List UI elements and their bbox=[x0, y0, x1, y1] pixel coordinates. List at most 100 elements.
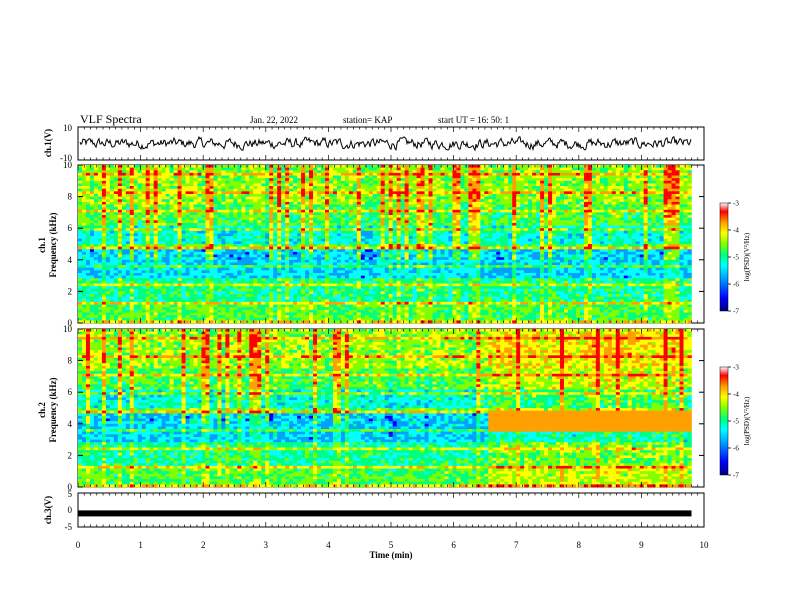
spectrogram-cell bbox=[193, 217, 198, 221]
spectrogram-cell bbox=[364, 291, 370, 295]
spectrogram-cell bbox=[293, 209, 298, 213]
spectrogram-cell bbox=[392, 212, 397, 216]
spectrogram-cell bbox=[277, 307, 282, 311]
spectrogram-cell bbox=[277, 201, 282, 205]
spectrogram-cell bbox=[253, 304, 258, 308]
spectrogram-cell bbox=[245, 312, 250, 316]
spectrogram-cell bbox=[145, 301, 150, 305]
spectrogram-cell bbox=[89, 230, 95, 234]
spectrogram-cell bbox=[305, 272, 310, 276]
spectrogram-cell bbox=[257, 280, 262, 284]
spectrogram-cell bbox=[209, 309, 214, 313]
spectrogram-cell bbox=[364, 320, 370, 324]
spectrogram-cell bbox=[137, 183, 143, 187]
spectrogram-cell bbox=[85, 312, 91, 316]
spectrogram-cell bbox=[85, 267, 91, 271]
spectrogram-cell bbox=[109, 244, 115, 247]
spectrogram-cell bbox=[297, 201, 302, 205]
spectrogram-cell bbox=[281, 180, 286, 184]
spectrogram-cell bbox=[356, 283, 362, 287]
spectrogram-cell bbox=[245, 278, 250, 282]
spectrogram-cell bbox=[141, 270, 147, 274]
spectrogram-cell bbox=[89, 249, 95, 253]
spectrogram-cell bbox=[81, 251, 87, 255]
spectrogram-cell bbox=[380, 212, 386, 216]
spectrogram-cell bbox=[225, 180, 230, 184]
spectrogram-cell bbox=[384, 241, 390, 245]
spectrogram-cell bbox=[121, 286, 127, 290]
spectrogram-cell bbox=[93, 233, 99, 237]
spectrogram-cell bbox=[221, 262, 226, 266]
spectrogram-cell bbox=[121, 312, 127, 316]
spectrogram-cell bbox=[157, 249, 162, 253]
spectrogram-cell bbox=[133, 236, 139, 240]
spectrogram-cell bbox=[277, 288, 282, 292]
spectrogram-cell bbox=[340, 301, 346, 305]
spectrogram-cell bbox=[149, 272, 154, 276]
spectrogram-cell bbox=[372, 312, 378, 316]
spectrogram-cell bbox=[145, 225, 150, 229]
spectrogram-cell bbox=[181, 283, 186, 287]
spectrogram-cell bbox=[241, 201, 246, 205]
spectrogram-cell bbox=[93, 315, 99, 319]
spectrogram-cell bbox=[285, 288, 290, 292]
spectrogram-cell bbox=[309, 288, 314, 292]
spectrogram-cell bbox=[265, 280, 270, 284]
spectrogram-cell bbox=[113, 183, 119, 187]
spectrogram-cell bbox=[81, 309, 87, 313]
spectrogram-cell bbox=[336, 199, 342, 203]
spectrogram-cell bbox=[117, 196, 123, 200]
spectrogram-cell bbox=[293, 257, 298, 261]
spectrogram-cell bbox=[321, 207, 326, 211]
spectrogram-cell bbox=[265, 317, 270, 321]
spectrogram-cell bbox=[384, 172, 390, 176]
spectrogram-cell bbox=[173, 212, 178, 216]
spectrogram-cell bbox=[113, 244, 119, 247]
spectrogram-cell bbox=[173, 312, 178, 316]
spectrogram-cell bbox=[169, 170, 174, 174]
spectrogram-cell bbox=[388, 283, 393, 287]
spectrogram-cell bbox=[109, 254, 115, 258]
spectrogram-cell bbox=[249, 186, 254, 189]
spectrogram-cell bbox=[285, 262, 290, 266]
spectrogram-cell bbox=[364, 315, 370, 319]
spectrogram-cell bbox=[400, 286, 405, 290]
spectrogram-cell bbox=[129, 207, 135, 211]
spectrogram-cell bbox=[384, 167, 390, 171]
spectrogram-cell bbox=[293, 172, 298, 176]
spectrogram-cell bbox=[229, 257, 234, 261]
spectrogram-cell bbox=[309, 309, 314, 313]
spectrogram-cell bbox=[141, 186, 147, 189]
spectrogram-cell bbox=[309, 296, 314, 300]
spectrogram-cell bbox=[340, 165, 346, 168]
spectrogram-cell bbox=[261, 201, 266, 205]
spectrogram-cell bbox=[89, 180, 95, 184]
spectrogram-cell bbox=[352, 286, 358, 290]
spectrogram-cell bbox=[277, 188, 282, 192]
spectrogram-cell bbox=[133, 304, 139, 308]
spectrogram-cell bbox=[380, 275, 386, 279]
spectrogram-cell bbox=[380, 165, 386, 168]
spectrogram-cell bbox=[229, 217, 234, 221]
spectrogram-cell bbox=[237, 170, 242, 174]
spectrogram-cell bbox=[384, 186, 390, 189]
spectrogram-cell bbox=[380, 251, 386, 255]
spectrogram-cell bbox=[133, 254, 139, 258]
spectrogram-cell bbox=[285, 267, 290, 271]
spectrogram-cell bbox=[396, 188, 401, 192]
spectrogram-cell bbox=[332, 165, 338, 168]
spectrogram-cell bbox=[257, 291, 262, 295]
spectrogram-cell bbox=[169, 228, 174, 232]
spectrogram-cell bbox=[305, 180, 310, 184]
spectrogram-cell bbox=[153, 270, 158, 274]
spectrogram-cell bbox=[145, 286, 150, 290]
spectrogram-cell bbox=[261, 312, 266, 316]
spectrogram-cell bbox=[289, 291, 294, 295]
spectrogram-cell bbox=[157, 212, 162, 216]
spectrogram-cell bbox=[165, 307, 170, 311]
spectrogram-cell bbox=[157, 165, 162, 168]
spectrogram-cell bbox=[245, 270, 250, 274]
spectrogram-cell bbox=[125, 301, 131, 305]
spectrogram-cell bbox=[261, 233, 266, 237]
spectrogram-cell bbox=[372, 170, 378, 174]
